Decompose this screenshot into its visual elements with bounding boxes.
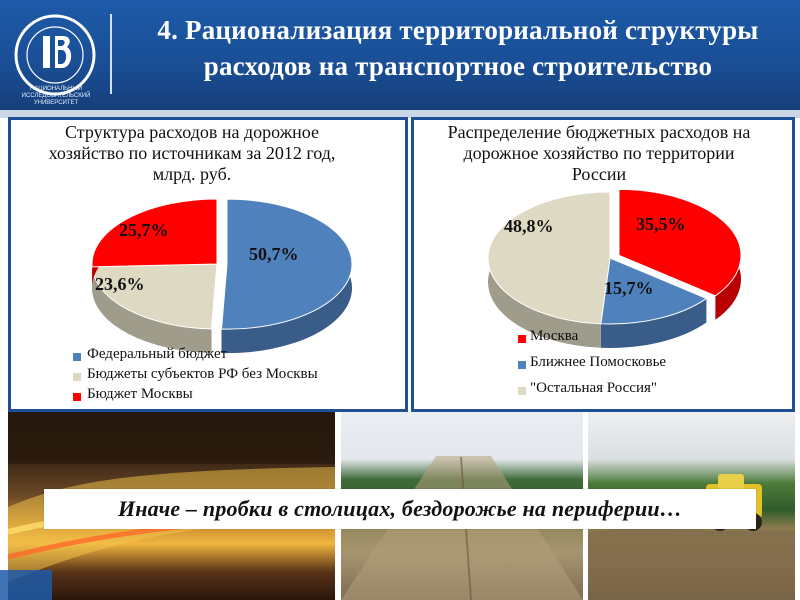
pie-slice (220, 198, 353, 354)
legend-swatch-rest-russia (518, 387, 526, 395)
header-divider (110, 14, 112, 94)
legend-label-subjects: Бюджеты субъектов РФ без Москвы (87, 366, 318, 382)
legend-swatch-moscow (518, 335, 526, 343)
legend-label-moscow: Москва (530, 328, 579, 344)
logo-caption: НАЦИОНАЛЬНЫЙ ИССЛЕДОВАТЕЛЬСКИЙ УНИВЕРСИТ… (21, 86, 91, 106)
data-label-right-near-moscow: 15,7% (604, 278, 654, 298)
pie-slice (600, 257, 708, 348)
data-label-right-rest: 48,8% (504, 216, 554, 236)
legend-swatch-near-moscow (518, 361, 526, 369)
legend-swatch-subjects (73, 373, 81, 381)
caption-banner: Иначе – пробки в столицах, бездорожье на… (44, 489, 756, 529)
legend-swatch-federal (73, 353, 81, 361)
pie-chart-left (91, 198, 353, 354)
chart-title-left: Структура расходов на дорожное хозяйство… (48, 122, 336, 184)
data-label-left-moscow: 25,7% (119, 220, 169, 240)
slide-header: НАЦИОНАЛЬНЫЙ ИССЛЕДОВАТЕЛЬСКИЙ УНИВЕРСИТ… (0, 0, 800, 110)
pie-chart-right (487, 188, 742, 348)
legend-swatch-moscow-budget (73, 393, 81, 401)
chart-title-right: Распределение бюджетных расходов на доро… (447, 122, 751, 184)
pie-slice (91, 263, 218, 353)
pie-slice (618, 188, 742, 320)
legend-label-federal: Федеральный бюджет (87, 346, 228, 362)
chart-panel-right: Распределение бюджетных расходов на доро… (411, 117, 795, 412)
data-label-right-moscow: 35,5% (636, 214, 686, 234)
university-logo-icon (14, 14, 96, 96)
bottom-left-accent (0, 570, 52, 600)
pie-slice (91, 198, 218, 291)
legend-label-rest-russia: "Остальная Россия" (530, 380, 658, 396)
caption-text: Иначе – пробки в столицах, бездорожье на… (117, 496, 683, 521)
pie-slice (487, 191, 611, 348)
legend-label-near-moscow: Ближнее Помосковье (530, 354, 667, 370)
data-label-left-federal: 50,7% (249, 244, 299, 264)
data-label-left-subjects: 23,6% (95, 274, 145, 294)
chart-panel-left: Структура расходов на дорожное хозяйство… (8, 117, 408, 412)
muddy-road-photo-2 (588, 412, 795, 600)
legend-label-moscow-budget: Бюджет Москвы (87, 386, 193, 402)
header-shadow (0, 110, 800, 118)
slide-title: 4. Рационализация территориальной структ… (157, 15, 759, 81)
